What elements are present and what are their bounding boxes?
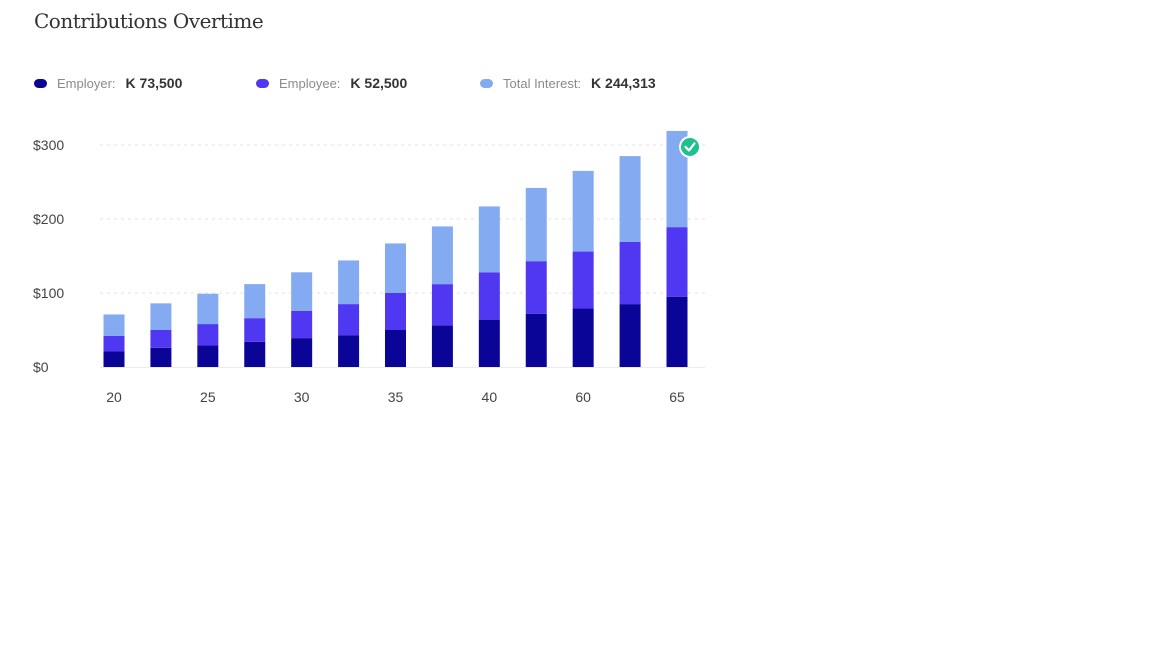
bar-segment-employer <box>244 341 266 367</box>
x-tick-label: 25 <box>200 389 216 405</box>
x-tick-label: 20 <box>106 389 122 405</box>
x-tick-label: 65 <box>669 389 685 405</box>
y-tick-label: $200 <box>33 211 64 227</box>
bar-segment-employer <box>431 325 453 367</box>
bar-segment-employee <box>619 241 641 305</box>
check-mark-icon <box>684 142 696 152</box>
y-tick-label: $0 <box>33 359 49 375</box>
x-tick-label: 40 <box>482 389 498 405</box>
chart-title: Contributions Overtime <box>34 9 264 33</box>
bar-segment-employer <box>103 351 125 367</box>
y-tick-label: $300 <box>33 137 64 153</box>
bar-segment-total-interest <box>525 187 547 262</box>
bar-segment-employee <box>385 293 406 330</box>
bar-segment-total-interest <box>666 130 688 228</box>
x-tick-label: 30 <box>294 389 310 405</box>
bar-segment-employee <box>103 335 125 352</box>
bar-segment-employer <box>525 313 547 367</box>
bar-segment-employee <box>291 310 313 339</box>
bar-segment-total-interest <box>619 156 641 242</box>
x-tick-label: 60 <box>575 389 591 405</box>
bar-segment-total-interest <box>197 293 219 325</box>
bar-segment-employer <box>338 335 360 367</box>
bar-segment-total-interest <box>572 170 594 252</box>
bar-segment-employee <box>572 251 594 309</box>
bar-segment-employee <box>525 261 547 314</box>
bar-segment-employee <box>197 324 219 346</box>
bar-segment-employer <box>619 304 641 367</box>
bar-segment-total-interest <box>385 243 406 293</box>
legend-swatch-total-interest <box>480 78 493 88</box>
legend-value-employee: K 52,500 <box>350 75 408 91</box>
bar-segment-employer <box>385 330 406 367</box>
bar-segment-employee <box>338 304 360 336</box>
bar-segment-total-interest <box>103 314 125 336</box>
bar-segment-total-interest <box>478 206 500 273</box>
bar-segment-employer <box>572 308 594 367</box>
legend-label-employer: Employer: <box>57 75 116 91</box>
bar-segment-employer <box>291 338 313 367</box>
bar-segment-employee <box>478 272 500 320</box>
bar-segment-total-interest <box>150 303 172 330</box>
bar-segment-employer <box>150 347 172 367</box>
bar-segment-employer <box>478 319 500 367</box>
legend-item-total-interest: Total Interest: K 244,313 <box>480 73 656 93</box>
chart-legend: Employer: K 73,500 Employee: K 52,500 To… <box>34 73 734 93</box>
bar-segment-total-interest <box>244 284 266 319</box>
bar-segment-employee <box>666 227 688 297</box>
legend-label-employee: Employee: <box>279 75 341 91</box>
bar-segment-employee <box>150 330 172 348</box>
legend-swatch-employer <box>34 78 47 88</box>
legend-value-total-interest: K 244,313 <box>591 75 656 91</box>
bar-segment-total-interest <box>338 260 360 305</box>
x-tick-label: 35 <box>388 389 404 405</box>
bar-segment-employer <box>666 296 688 367</box>
bar-segment-employee <box>431 284 453 326</box>
bar-segment-total-interest <box>291 272 313 311</box>
y-tick-label: $100 <box>33 285 64 301</box>
bar-segment-employee <box>244 318 266 342</box>
legend-swatch-employee <box>256 78 269 88</box>
legend-item-employer: Employer: K 73,500 <box>34 73 182 93</box>
bar-segment-total-interest <box>431 226 453 285</box>
check-badge-icon <box>681 137 699 156</box>
legend-value-employer: K 73,500 <box>125 75 183 91</box>
legend-item-employee: Employee: K 52,500 <box>256 73 407 93</box>
legend-label-total-interest: Total Interest: <box>503 75 582 91</box>
bar-segment-employer <box>197 345 219 367</box>
